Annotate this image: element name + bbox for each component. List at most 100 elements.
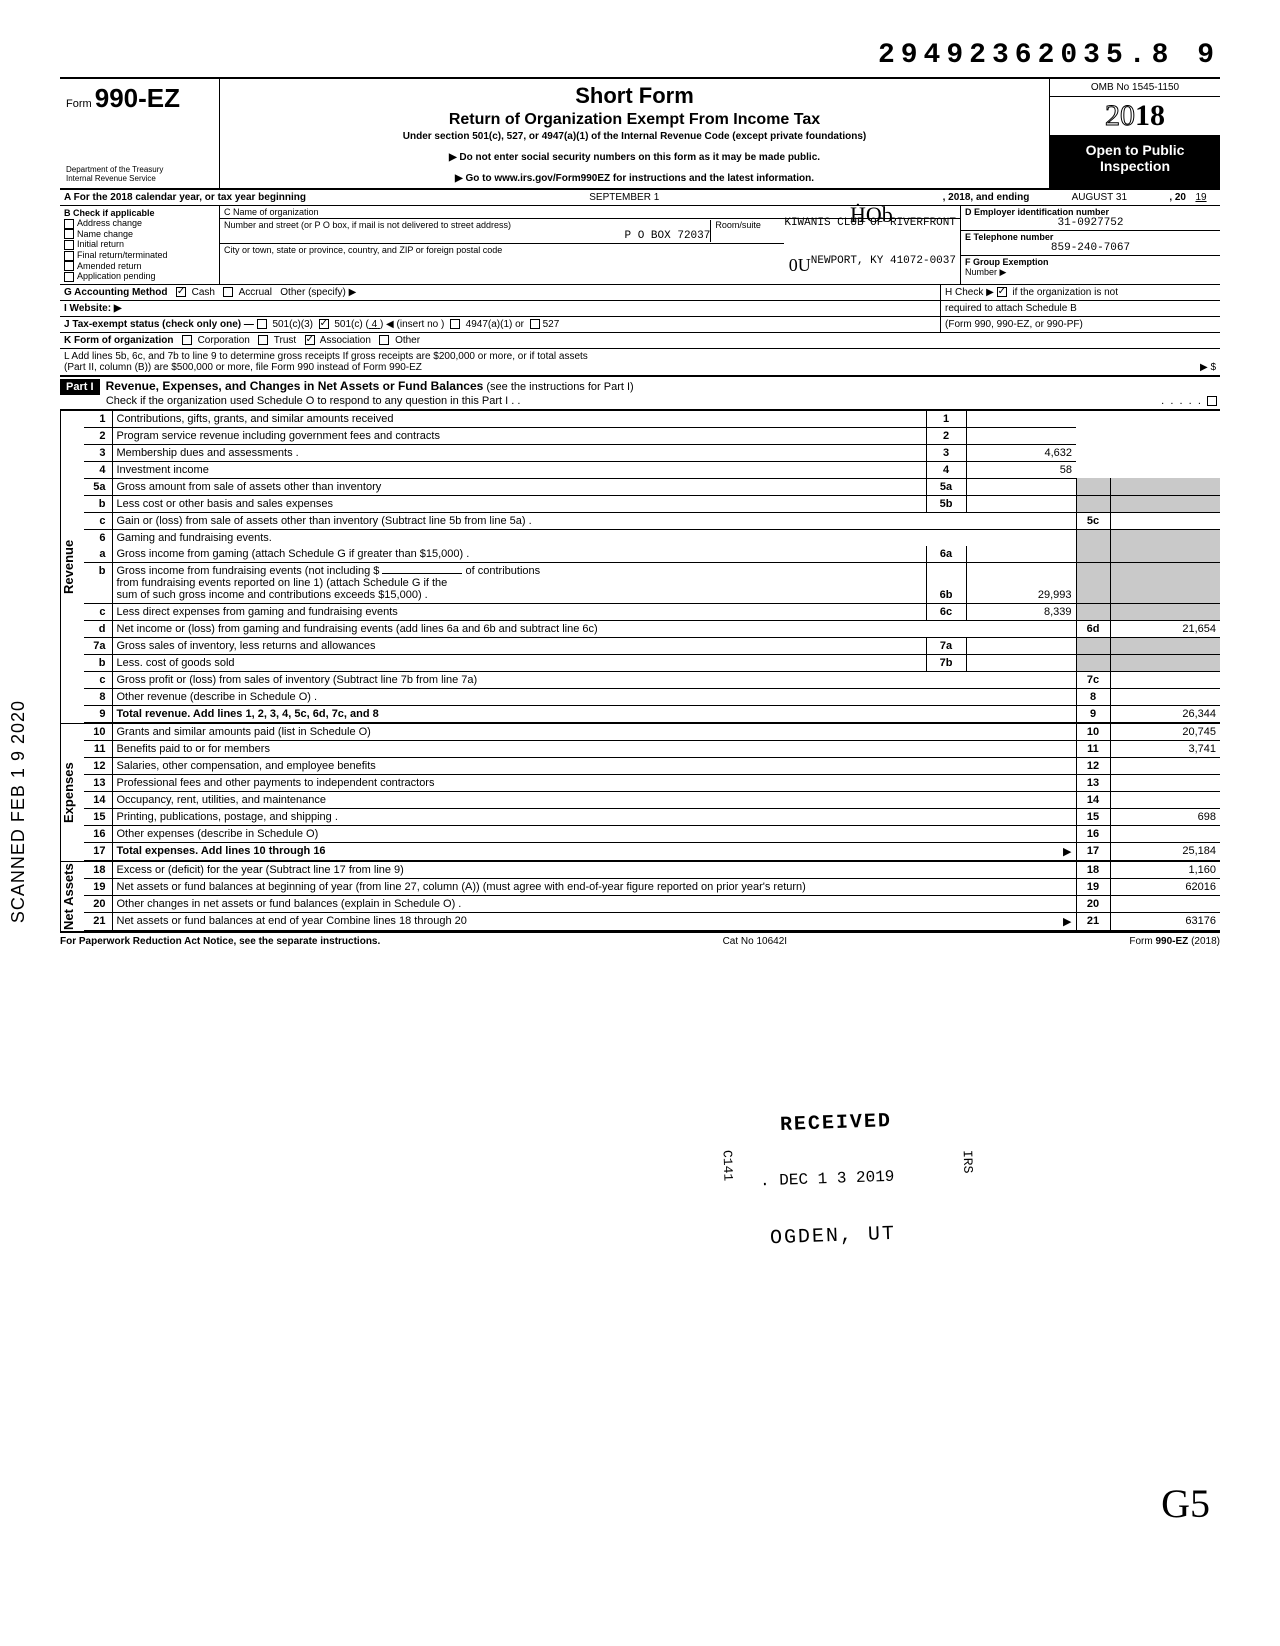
label-accounting: G Accounting Method — [64, 287, 168, 298]
checkbox-501c3[interactable] — [257, 319, 267, 329]
label-amended: Amended return — [77, 261, 142, 271]
line-5c: cGain or (loss) from sale of assets othe… — [84, 512, 1220, 529]
line-21: 21Net assets or fund balances at end of … — [84, 912, 1220, 930]
line-7b: bLess. cost of goods sold7b — [84, 654, 1220, 671]
checkbox-initial-return[interactable] — [64, 240, 74, 250]
footer-form-prefix: Form — [1129, 936, 1155, 947]
form-prefix: Form — [66, 98, 92, 110]
line-6a: aGross income from gaming (attach Schedu… — [84, 546, 1220, 563]
checkbox-corp[interactable] — [182, 335, 192, 345]
line-17: 17Total expenses. Add lines 10 through 1… — [84, 842, 1220, 860]
label-accrual: Accrual — [239, 287, 272, 298]
line-l-arrow: ▶ $ — [1200, 362, 1216, 373]
line-a-prefix: A For the 2018 calendar year, or tax yea… — [64, 192, 306, 203]
part-1-tag: Part I — [60, 379, 100, 395]
label-group-exemption: F Group Exemption — [965, 257, 1049, 267]
line-9: 9Total revenue. Add lines 1, 2, 3, 4, 5c… — [84, 705, 1220, 722]
line-12: 12Salaries, other compensation, and empl… — [84, 757, 1220, 774]
line-l-text1: L Add lines 5b, 6c, and 7b to line 9 to … — [64, 351, 588, 362]
tax-year-begin: SEPTEMBER 1 — [306, 192, 943, 203]
handwritten-hob: ḢOb — [850, 202, 893, 228]
line-11: 11Benefits paid to or for members113,741 — [84, 740, 1220, 757]
footer-form-num: 990-EZ — [1156, 936, 1189, 947]
checkbox-schedule-o-p1[interactable] — [1207, 396, 1217, 406]
label-501c-open: 501(c) ( — [334, 319, 368, 330]
line-h-text4: (Form 990, 990-EZ, or 990-PF) — [945, 319, 1083, 330]
tax-year-end: AUGUST 31 — [1029, 192, 1169, 203]
line-13: 13Professional fees and other payments t… — [84, 774, 1220, 791]
line-10: 10Grants and similar amounts paid (list … — [84, 724, 1220, 741]
checkbox-other-org[interactable] — [379, 335, 389, 345]
checkbox-accrual[interactable] — [223, 287, 233, 297]
checkbox-address-change[interactable] — [64, 219, 74, 229]
line-20: 20Other changes in net assets or fund ba… — [84, 895, 1220, 912]
line-a-mid: , 2018, and ending — [943, 192, 1030, 203]
subtitle: Under section 501(c), 527, or 4947(a)(1)… — [228, 131, 1041, 142]
handwritten-ou: 0U — [789, 255, 811, 276]
instruction-url: ▶ Go to www.irs.gov/Form990EZ for instru… — [228, 173, 1041, 184]
line-19: 19Net assets or fund balances at beginni… — [84, 878, 1220, 895]
form-number: 990-EZ — [95, 83, 180, 113]
line-h-text2: if the organization is not — [1012, 287, 1118, 298]
checkbox-amended[interactable] — [64, 261, 74, 271]
label-pending: Application pending — [77, 271, 156, 281]
footer-left: For Paperwork Reduction Act Notice, see … — [60, 936, 380, 947]
stamp-date: . DEC 1 3 2019 — [760, 1168, 895, 1191]
checkbox-pending[interactable] — [64, 272, 74, 282]
line-6: 6Gaming and fundraising events. — [84, 529, 1220, 546]
label-final-return: Final return/terminated — [77, 250, 168, 260]
line-1: 1Contributions, gifts, grants, and simil… — [84, 411, 1220, 428]
part-1-title: Revenue, Expenses, and Changes in Net As… — [106, 379, 484, 393]
title-short-form: Short Form — [228, 83, 1041, 109]
checkbox-final-return[interactable] — [64, 251, 74, 261]
tax-year-yy: 19 — [1186, 192, 1216, 203]
line-g-h: G Accounting Method Cash Accrual Other (… — [60, 285, 1220, 301]
section-expenses: Expenses 10Grants and similar amounts pa… — [60, 723, 1220, 861]
line-2: 2Program service revenue including gover… — [84, 427, 1220, 444]
label-org-name: C Name of organization — [224, 207, 319, 217]
checkbox-527[interactable] — [530, 319, 540, 329]
ein: 31-0927752 — [965, 217, 1216, 229]
entity-block: B Check if applicable Address change Nam… — [60, 206, 1220, 285]
checkbox-cash[interactable] — [176, 287, 186, 297]
dept-line-2: Internal Revenue Service — [66, 175, 213, 184]
label-phone: E Telephone number — [965, 232, 1053, 242]
line-3: 3Membership dues and assessments .34,632 — [84, 444, 1220, 461]
line-a-tax-year: A For the 2018 calendar year, or tax yea… — [60, 190, 1220, 206]
label-corp: Corporation — [198, 335, 250, 346]
checkbox-name-change[interactable] — [64, 229, 74, 239]
label-501c-close: ) ◀ (insert no ) — [380, 319, 444, 330]
checkbox-501c[interactable] — [319, 319, 329, 329]
inspection: Inspection — [1052, 158, 1218, 174]
org-city: NEWPORT, KY 41072-0037 — [811, 255, 956, 267]
year-prefix: 20 — [1105, 99, 1135, 132]
label-527: 527 — [543, 319, 560, 330]
document-control-number: 29492362035.8 9 — [60, 40, 1220, 71]
line-8: 8Other revenue (describe in Schedule O) … — [84, 688, 1220, 705]
page-footer: For Paperwork Reduction Act Notice, see … — [60, 933, 1220, 947]
part-1-paren: (see the instructions for Part I) — [486, 381, 633, 393]
label-address-change: Address change — [77, 218, 142, 228]
phone: 859-240-7067 — [965, 242, 1216, 254]
line-l: L Add lines 5b, 6c, and 7b to line 9 to … — [60, 349, 1220, 377]
stamp-received: RECEIVED — [780, 1110, 893, 1137]
label-website: I Website: ▶ — [64, 303, 122, 314]
title-return: Return of Organization Exempt From Incom… — [228, 111, 1041, 129]
line-5b: bLess cost or other basis and sales expe… — [84, 495, 1220, 512]
label-4947: 4947(a)(1) or — [466, 319, 524, 330]
checkbox-assoc[interactable] — [305, 335, 315, 345]
line-k: K Form of organization Corporation Trust… — [60, 333, 1220, 349]
checkbox-schedule-b[interactable] — [997, 287, 1007, 297]
instruction-ssn: ▶ Do not enter social security numbers o… — [228, 152, 1041, 163]
line-16: 16Other expenses (describe in Schedule O… — [84, 825, 1220, 842]
label-assoc: Association — [320, 335, 371, 346]
label-city: City or town, state or province, country… — [224, 245, 502, 255]
line-h-text3: required to attach Schedule B — [945, 303, 1077, 314]
footer-cat-no: Cat No 10642I — [723, 936, 788, 947]
footer-form-year: (2018) — [1188, 936, 1220, 947]
checkbox-trust[interactable] — [258, 335, 268, 345]
checkbox-4947[interactable] — [450, 319, 460, 329]
label-name-change: Name change — [77, 229, 133, 239]
omb-number: OMB No 1545-1150 — [1050, 79, 1220, 97]
tax-year: 2018 — [1050, 97, 1220, 136]
